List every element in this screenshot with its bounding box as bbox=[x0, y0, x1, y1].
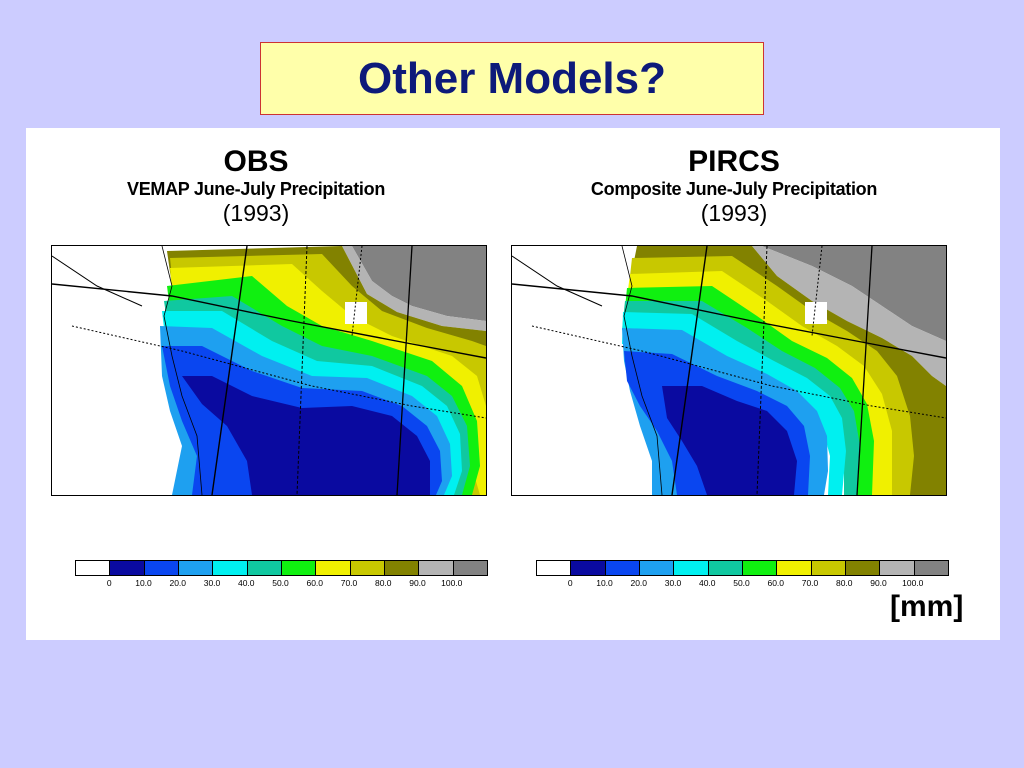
obs-colorbar bbox=[75, 560, 488, 576]
colorbar-swatch bbox=[213, 561, 248, 575]
colorbar-tick-label: 0 bbox=[567, 578, 573, 588]
colorbar-swatch bbox=[708, 561, 743, 575]
colorbar-tick-label: 100.0 bbox=[441, 578, 463, 588]
colorbar-tick-label: 60.0 bbox=[767, 578, 785, 588]
colorbar-tick-label: 90.0 bbox=[870, 578, 887, 588]
colorbar-swatch bbox=[777, 561, 812, 575]
colorbar-swatch bbox=[674, 561, 709, 575]
colorbar-swatch bbox=[144, 561, 179, 575]
colorbar-swatch bbox=[914, 561, 948, 575]
obs-header: OBS VEMAP June-July Precipitation (1993) bbox=[46, 145, 466, 227]
colorbar-tick-label: 20.0 bbox=[169, 578, 187, 588]
colorbar-tick-label: 100.0 bbox=[902, 578, 924, 588]
colorbar-tick-label: 90.0 bbox=[409, 578, 426, 588]
pircs-year: (1993) bbox=[700, 200, 768, 226]
colorbar-swatch bbox=[384, 561, 420, 575]
obs-colorbar-ticks: 0 10.0 20.0 30.0 40.0 50.0 60.0 70.0 80.0 90.0 100… bbox=[75, 578, 486, 590]
colorbar-swatch bbox=[571, 561, 606, 575]
colorbar-tick-label: 30.0 bbox=[203, 578, 221, 588]
pircs-colorbar bbox=[536, 560, 949, 576]
obs-model-label: OBS bbox=[223, 145, 289, 178]
pircs-colorbar-ticks: 0 10.0 20.0 30.0 40.0 50.0 60.0 70.0 80.0 90.0 100… bbox=[536, 578, 947, 590]
obs-year: (1993) bbox=[222, 200, 290, 226]
colorbar-swatch bbox=[537, 561, 572, 575]
pircs-subtitle: Composite June-July Precipitation bbox=[590, 179, 878, 199]
colorbar-swatch bbox=[76, 561, 111, 575]
colorbar-tick-label: 80.0 bbox=[374, 578, 392, 588]
unit-label: [mm] bbox=[890, 590, 964, 623]
colorbar-tick-label: 0 bbox=[106, 578, 112, 588]
obs-map-svg bbox=[52, 246, 486, 495]
colorbar-swatch bbox=[880, 561, 915, 575]
slide-title: Other Models? bbox=[357, 53, 667, 103]
colorbar-tick-label: 80.0 bbox=[835, 578, 853, 588]
colorbar-swatch bbox=[742, 561, 778, 575]
colorbar-tick-label: 60.0 bbox=[306, 578, 324, 588]
colorbar-tick-label: 10.0 bbox=[596, 578, 613, 588]
colorbar-swatch bbox=[811, 561, 846, 575]
colorbar-swatch bbox=[110, 561, 145, 575]
pircs-model-label: PIRCS bbox=[688, 145, 780, 178]
colorbar-tick-label: 50.0 bbox=[272, 578, 289, 588]
colorbar-swatch bbox=[350, 561, 385, 575]
colorbar-swatch bbox=[639, 561, 675, 575]
colorbar-swatch bbox=[247, 561, 282, 575]
colorbar-tick-label: 40.0 bbox=[237, 578, 255, 588]
colorbar-tick-label: 50.0 bbox=[733, 578, 750, 588]
colorbar-tick-label: 30.0 bbox=[664, 578, 682, 588]
colorbar-tick-label: 70.0 bbox=[801, 578, 819, 588]
figure-panel: OBS VEMAP June-July Precipitation (1993)… bbox=[26, 128, 1000, 640]
obs-precip-map bbox=[51, 245, 487, 496]
pircs-map-svg bbox=[512, 246, 946, 495]
colorbar-swatch bbox=[178, 561, 214, 575]
colorbar-swatch bbox=[281, 561, 317, 575]
colorbar-tick-label: 40.0 bbox=[698, 578, 716, 588]
pircs-precip-map bbox=[511, 245, 947, 496]
colorbar-swatch bbox=[419, 561, 454, 575]
colorbar-swatch bbox=[605, 561, 640, 575]
colorbar-swatch bbox=[453, 561, 487, 575]
colorbar-swatch bbox=[845, 561, 881, 575]
pircs-header: PIRCS Composite June-July Precipitation … bbox=[524, 145, 944, 227]
slide-title-box: Other Models? bbox=[260, 42, 764, 115]
colorbar-tick-label: 10.0 bbox=[135, 578, 152, 588]
colorbar-tick-label: 70.0 bbox=[340, 578, 358, 588]
colorbar-tick-label: 20.0 bbox=[630, 578, 648, 588]
obs-subtitle: VEMAP June-July Precipitation bbox=[126, 179, 386, 199]
colorbar-swatch bbox=[316, 561, 351, 575]
